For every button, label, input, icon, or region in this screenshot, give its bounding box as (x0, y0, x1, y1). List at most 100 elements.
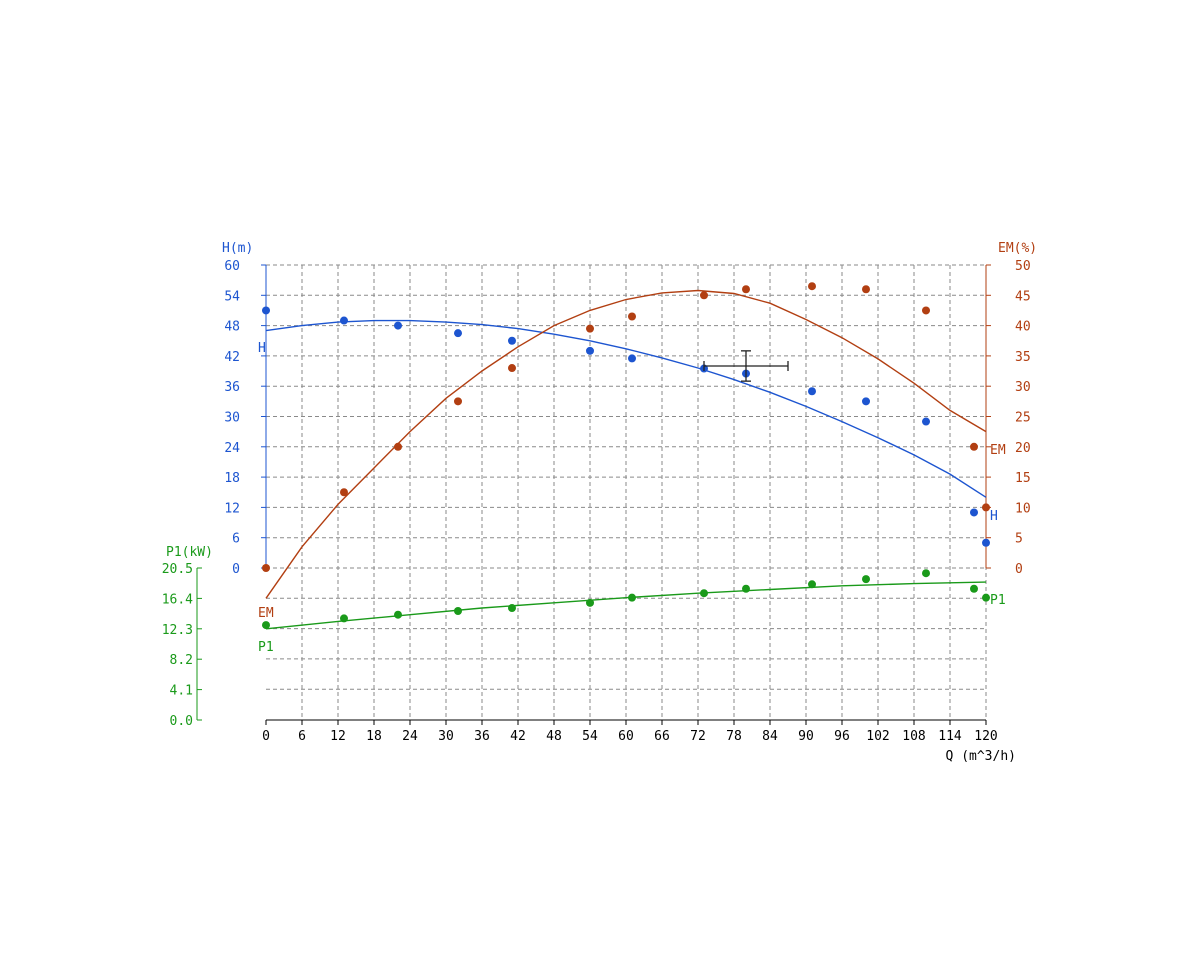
em-tick-label: 0 (1015, 562, 1023, 577)
x-tick-label: 54 (582, 729, 598, 744)
x-tick-label: 24 (402, 729, 418, 744)
em-tick-label: 35 (1015, 350, 1031, 365)
x-axis-label: Q (m^3/h) (946, 749, 1016, 764)
point-em (862, 285, 870, 294)
grid (266, 264, 987, 720)
point-p1 (508, 604, 516, 613)
point-h (970, 508, 978, 517)
point-h (586, 346, 594, 355)
h-tick-label: 30 (224, 411, 240, 426)
curve-label-em: EM (990, 443, 1006, 458)
point-em (586, 324, 594, 333)
p1-tick-label: 16.4 (162, 592, 193, 607)
h-tick-label: 42 (224, 350, 240, 365)
x-tick-label: 108 (902, 729, 925, 744)
x-tick-label: 30 (438, 729, 454, 744)
x-tick-label: 72 (690, 729, 706, 744)
point-h (922, 417, 930, 426)
point-p1 (982, 593, 990, 602)
em-tick-label: 30 (1015, 380, 1031, 395)
curve-p1 (265, 581, 987, 630)
point-p1 (340, 614, 348, 623)
point-em (970, 442, 978, 451)
h-tick-label: 54 (224, 289, 240, 304)
point-h (862, 397, 870, 406)
curve-h (265, 319, 987, 498)
point-em (742, 285, 750, 294)
point-p1 (970, 584, 978, 593)
point-p1 (742, 584, 750, 593)
point-h (394, 321, 402, 330)
em-tick-label: 40 (1015, 320, 1031, 335)
x-tick-label: 120 (974, 729, 997, 744)
point-em (508, 364, 516, 373)
x-tick-label: 48 (546, 729, 562, 744)
point-h (262, 306, 270, 315)
h-tick-label: 60 (224, 259, 240, 274)
h-tick-label: 12 (224, 501, 240, 516)
x-tick-label: 78 (726, 729, 742, 744)
point-em (982, 503, 990, 512)
x-tick-label: 102 (866, 729, 889, 744)
x-tick-label: 60 (618, 729, 634, 744)
point-em (700, 291, 708, 300)
h-tick-label: 48 (224, 320, 240, 335)
point-em (922, 306, 930, 315)
x-tick-label: 12 (330, 729, 346, 744)
point-h (628, 354, 636, 363)
curve-label-em: EM (258, 606, 274, 621)
h-tick-label: 36 (224, 380, 240, 395)
em-tick-label: 10 (1015, 501, 1031, 516)
h-tick-label: 18 (224, 471, 240, 486)
h-tick-label: 6 (232, 532, 240, 547)
p1-tick-label: 4.1 (170, 684, 193, 699)
point-p1 (862, 575, 870, 584)
p1-axis-label: P1(kW) (166, 545, 213, 560)
em-tick-label: 45 (1015, 289, 1031, 304)
em-axis-label: EM(%) (998, 241, 1037, 256)
point-h (808, 387, 816, 396)
data-points (262, 282, 990, 630)
curve-em (265, 289, 987, 599)
x-tick-label: 84 (762, 729, 778, 744)
x-tick-label: 114 (938, 729, 962, 744)
point-p1 (586, 598, 594, 607)
axes: 0 6 12 18 24 30 36 42 48 54 60 66 72 78 84 90 96 102 108 11… (162, 241, 1037, 764)
x-tick-label: 96 (834, 729, 850, 744)
point-em (628, 312, 636, 321)
point-p1 (808, 580, 816, 589)
x-tick-label: 0 (262, 729, 270, 744)
em-tick-label: 15 (1015, 471, 1031, 486)
x-tick-label: 6 (298, 729, 306, 744)
point-h (982, 538, 990, 547)
point-em (262, 564, 270, 572)
point-p1 (454, 607, 462, 616)
point-p1 (628, 593, 636, 602)
curve-label-p1: P1 (258, 640, 274, 655)
x-tick-label: 42 (510, 729, 526, 744)
point-h (340, 316, 348, 325)
h-tick-label: 0 (232, 562, 240, 577)
curve-label-h: H (990, 509, 998, 524)
point-p1 (922, 569, 930, 578)
point-em (394, 442, 402, 451)
point-h (454, 329, 462, 338)
curve-label-h: H (258, 341, 266, 356)
em-tick-label: 25 (1015, 411, 1031, 426)
p1-tick-label: 8.2 (170, 653, 193, 668)
curve-label-p1: P1 (990, 593, 1006, 608)
em-tick-label: 20 (1015, 441, 1031, 456)
p1-tick-label: 20.5 (162, 562, 193, 577)
x-tick-label: 36 (474, 729, 490, 744)
fit-curves (265, 289, 987, 630)
point-em (808, 282, 816, 291)
x-tick-label: 90 (798, 729, 814, 744)
p1-tick-label: 12.3 (162, 623, 193, 638)
curve-labels: H H EM EM P1 P1 (258, 341, 1006, 655)
point-em (454, 397, 462, 406)
point-p1 (262, 621, 270, 630)
x-tick-label: 66 (654, 729, 670, 744)
operating-point (703, 350, 789, 382)
